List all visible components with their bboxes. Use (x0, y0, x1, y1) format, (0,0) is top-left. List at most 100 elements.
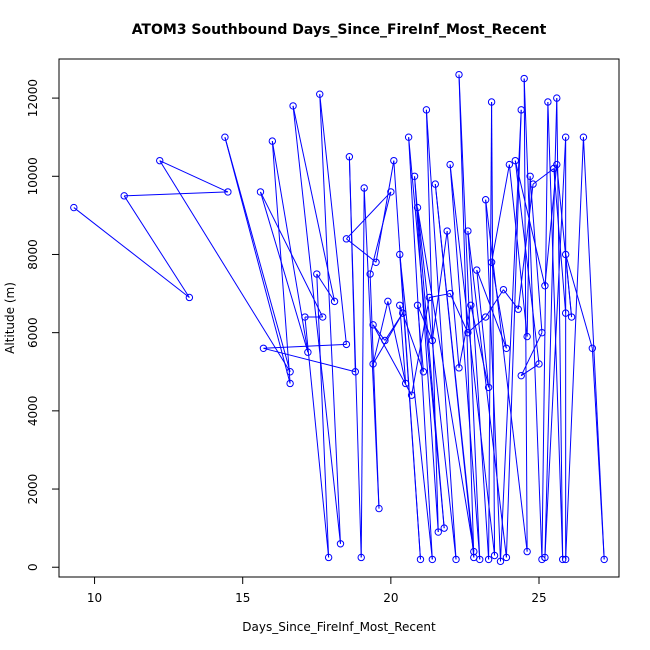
chart-title: ATOM3 Southbound Days_Since_FireInf_Most… (132, 22, 547, 38)
data-point (541, 553, 549, 562)
data-point (413, 301, 422, 309)
data-point (259, 344, 268, 352)
series-segment (526, 176, 531, 337)
data-point (324, 553, 333, 562)
series-segment (544, 137, 567, 558)
series-segment (491, 102, 496, 556)
data-point (351, 368, 359, 376)
series-segment (449, 164, 496, 556)
data-point (404, 133, 413, 141)
data-point (336, 540, 345, 548)
data-point (369, 321, 377, 329)
data-point (381, 336, 389, 345)
data-point (464, 227, 472, 235)
series-segment (348, 156, 362, 558)
data-point (407, 391, 416, 399)
series-segment (485, 289, 504, 318)
series-segment (467, 230, 490, 560)
data-point (511, 156, 519, 165)
data-point (600, 555, 608, 564)
series-segment (458, 305, 472, 368)
series-segment (123, 195, 190, 298)
series-segment (503, 289, 519, 310)
data-point (120, 192, 128, 200)
data-point (502, 553, 511, 562)
series-segment (263, 347, 356, 373)
data-point (523, 332, 531, 341)
data-point (422, 106, 431, 114)
data-point (256, 188, 265, 196)
data-point (490, 551, 499, 560)
series-segment (514, 160, 540, 364)
series-segment (467, 316, 486, 334)
series-segment (159, 160, 291, 373)
series-segment (260, 191, 309, 353)
data-point (529, 180, 537, 188)
series-segment (449, 293, 469, 333)
series-segment (529, 176, 543, 333)
data-point (538, 328, 546, 337)
y-axis: 0 2000 4000 6000 8000 10000 12000 (26, 79, 60, 571)
data-point (419, 368, 428, 376)
series-segment (292, 105, 341, 544)
data-point (502, 344, 511, 352)
series-segment (470, 305, 490, 388)
data-point (319, 313, 327, 321)
data-point (550, 164, 558, 173)
data-point (399, 309, 407, 317)
data-point (366, 270, 374, 278)
data-point (301, 313, 309, 321)
data-point (416, 555, 425, 564)
data-point (455, 70, 463, 79)
series-segment (263, 343, 347, 349)
series-segment (316, 273, 335, 302)
data-point (499, 285, 508, 294)
series-segment (414, 176, 445, 529)
data-point (428, 555, 437, 564)
data-point (470, 547, 478, 556)
data-point (553, 94, 561, 102)
data-point (410, 172, 419, 180)
data-point (443, 227, 451, 235)
data-point (70, 203, 78, 212)
y-tick-label: 10000 (26, 157, 40, 195)
data-point (484, 555, 493, 564)
series-segment (514, 160, 546, 286)
data-point (579, 133, 588, 141)
series-segment (431, 230, 448, 341)
data-point (342, 235, 351, 243)
series-segment (505, 109, 522, 558)
series-segment (417, 305, 424, 372)
series-segment (411, 297, 430, 396)
series-segment (449, 164, 481, 560)
data-point (487, 98, 496, 106)
data-point (372, 258, 380, 266)
series-segment (399, 305, 407, 384)
series-segment (372, 324, 413, 396)
data-point (496, 557, 505, 566)
data-point (425, 293, 434, 302)
series-segment (375, 160, 395, 263)
series-segment (224, 137, 291, 372)
series-segment (523, 78, 543, 560)
data-point (396, 250, 404, 259)
x-tick-label: 15 (235, 591, 250, 605)
y-axis-label: Altitude (m) (3, 282, 17, 354)
data-point (561, 250, 570, 259)
data-point (476, 555, 484, 564)
series-segment (523, 78, 528, 552)
data-point (473, 266, 481, 274)
data-point (481, 196, 490, 204)
data-point (440, 524, 448, 532)
series-segment (124, 191, 228, 197)
data-point (185, 293, 194, 302)
series-segment (417, 207, 475, 552)
data-point (567, 313, 576, 321)
series-segment (591, 348, 605, 560)
data-point (434, 528, 442, 536)
series-segment (491, 164, 510, 263)
series-segment (520, 332, 543, 376)
